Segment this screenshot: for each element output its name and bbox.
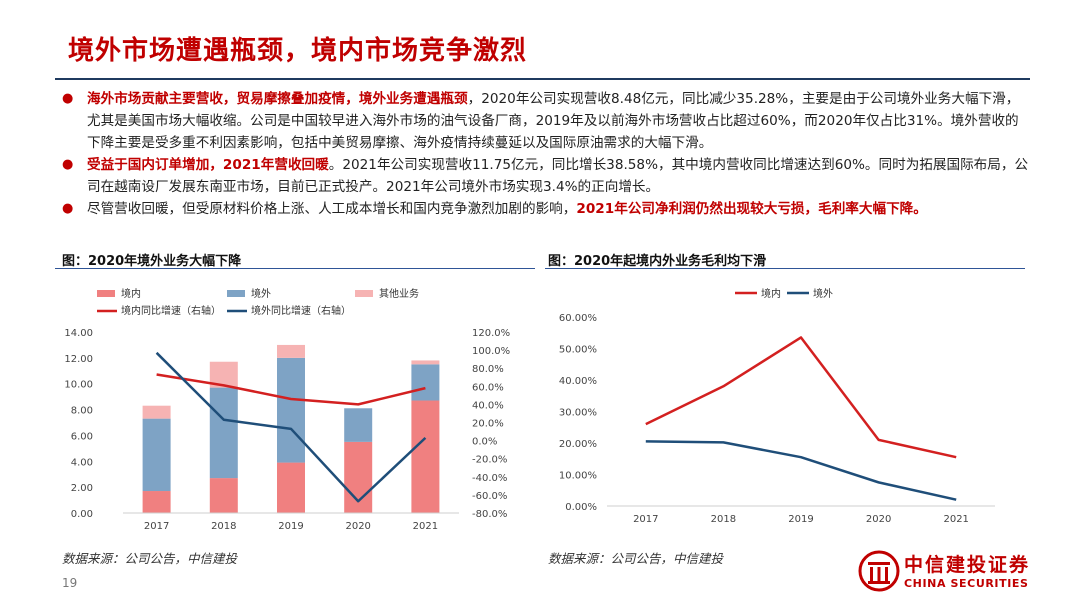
legend-label: 境外: [251, 287, 271, 300]
y-tick-label: 10.00%: [559, 471, 597, 482]
series-line: [156, 373, 426, 406]
x-tick-label: 2020: [345, 521, 370, 532]
title-divider: [55, 78, 1030, 80]
bullet-dot-icon: ●: [62, 91, 74, 106]
y2-tick-label: 0.0%: [472, 437, 497, 448]
x-tick-label: 2021: [943, 514, 968, 525]
series-line: [645, 336, 957, 459]
bullet-text: ，2020年公司实现营收8.48亿元，同比减少35.28%，主要是由于公司境外业…: [87, 91, 1020, 151]
bullet-item: ● 尽管营收回暖，但受原材料价格上涨、人工成本增长和国内竞争激烈加剧的影响，20…: [62, 198, 1032, 220]
bullet-dot-icon: ●: [62, 157, 74, 172]
bar-segment: [209, 387, 238, 479]
x-tick-label: 2019: [788, 514, 813, 525]
y-tick-label: 4.00: [71, 457, 93, 468]
y-tick-label: 8.00: [71, 406, 93, 417]
bar-segment: [142, 491, 171, 513]
y2-tick-label: 20.0%: [472, 419, 504, 430]
legend-label: 境外同比增速（右轴）: [251, 304, 351, 317]
x-tick-label: 2019: [278, 521, 303, 532]
x-tick-label: 2018: [711, 514, 736, 525]
logo-text-cn: 中信建投证券: [904, 554, 1031, 576]
y-tick-label: 60.00%: [559, 313, 597, 324]
bullet-item: ● 海外市场贡献主要营收，贸易摩擦叠加疫情，境外业务遭遇瓶颈，2020年公司实现…: [62, 88, 1032, 154]
x-tick-label: 2020: [866, 514, 891, 525]
legend-label: 境内: [121, 287, 141, 300]
figure-2-title: 图：2020年起境内外业务毛利均下滑: [548, 254, 767, 269]
bar-segment: [277, 344, 305, 358]
bullet-highlight: 2021年公司净利润仍然出现较大亏损，毛利率大幅下降。: [576, 201, 927, 217]
bullet-list: ● 海外市场贡献主要营收，贸易摩擦叠加疫情，境外业务遭遇瓶颈，2020年公司实现…: [62, 88, 1032, 220]
bar-segment: [411, 364, 440, 401]
company-logo: 中信建投证券 CHINA SECURITIES: [858, 548, 1038, 596]
y-tick-label: 0.00: [71, 509, 93, 520]
y-tick-label: 14.00: [64, 328, 93, 339]
bar-segment: [411, 360, 440, 365]
bullet-text: 。2021年公司实现营收11.75亿元，同比增长38.58%，其中境内营收同比增…: [87, 157, 1029, 195]
y2-tick-label: 120.0%: [472, 328, 510, 339]
y2-tick-label: 40.0%: [472, 400, 504, 411]
series-line: [155, 351, 427, 503]
legend-swatch: [227, 290, 245, 297]
bar-segment: [344, 408, 373, 442]
y2-tick-label: 100.0%: [472, 346, 510, 357]
figure-1-title: 图：2020年境外业务大幅下降: [62, 254, 242, 269]
source-note-right: 数据来源：公司公告，中信建投: [548, 551, 724, 566]
page-number: 19: [62, 576, 78, 590]
bar-segment: [277, 357, 305, 463]
legend-swatch: [97, 290, 115, 297]
bar-segment: [142, 405, 171, 419]
bullet-highlight: 海外市场贡献主要营收，贸易摩擦叠加疫情，境外业务遭遇瓶颈: [87, 91, 468, 107]
y2-tick-label: 60.0%: [472, 382, 504, 393]
y-tick-label: 6.00: [71, 431, 93, 442]
x-tick-label: 2017: [633, 514, 658, 525]
bar-segment: [411, 400, 440, 513]
bar-segment: [142, 418, 171, 492]
legend-swatch: [355, 290, 373, 297]
figure-2-divider: [545, 268, 1025, 269]
y-tick-label: 2.00: [71, 483, 93, 494]
x-tick-label: 2017: [144, 521, 169, 532]
series-line: [645, 440, 957, 501]
bar-segment: [209, 478, 238, 513]
bullet-text: 尽管营收回暖，但受原材料价格上涨、人工成本增长和国内竞争激烈加剧的影响，: [87, 201, 577, 217]
legend-label: 境外: [813, 287, 833, 300]
bullet-item: ● 受益于国内订单增加，2021年营收回暖。2021年公司实现营收11.75亿元…: [62, 154, 1032, 198]
x-tick-label: 2021: [413, 521, 438, 532]
y-tick-label: 10.00: [64, 380, 93, 391]
x-tick-label: 2018: [211, 521, 236, 532]
bullet-dot-icon: ●: [62, 201, 74, 216]
y2-tick-label: -80.0%: [472, 509, 507, 520]
y2-tick-label: -20.0%: [472, 455, 507, 466]
y-tick-label: 30.00%: [559, 408, 597, 419]
legend-label: 其他业务: [379, 287, 419, 300]
y2-tick-label: 80.0%: [472, 364, 504, 375]
y2-tick-label: -40.0%: [472, 473, 507, 484]
y-tick-label: 12.00: [64, 354, 93, 365]
figure-1-divider: [55, 268, 535, 269]
legend-label: 境内: [761, 287, 781, 300]
y-tick-label: 50.00%: [559, 345, 597, 356]
y-tick-label: 40.00%: [559, 376, 597, 387]
legend-label: 境内同比增速（右轴）: [121, 304, 221, 317]
page-title: 境外市场遭遇瓶颈，境内市场竞争激烈: [68, 36, 528, 66]
y-tick-label: 20.00%: [559, 439, 597, 450]
y2-tick-label: -60.0%: [472, 491, 507, 502]
bullet-highlight: 受益于国内订单增加，2021年营收回暖: [87, 157, 329, 173]
y-tick-label: 0.00%: [565, 502, 597, 513]
china-securities-logo-icon: [858, 550, 900, 592]
gross-margin-line-chart: 境内 境外 60.00% 50.00% 40.00% 30.00% 20.00% 10.00%…: [559, 287, 995, 525]
bar-segment: [277, 462, 305, 513]
logo-text-en: CHINA SECURITIES: [904, 577, 1029, 590]
source-note-left: 数据来源：公司公告，中信建投: [62, 551, 238, 566]
